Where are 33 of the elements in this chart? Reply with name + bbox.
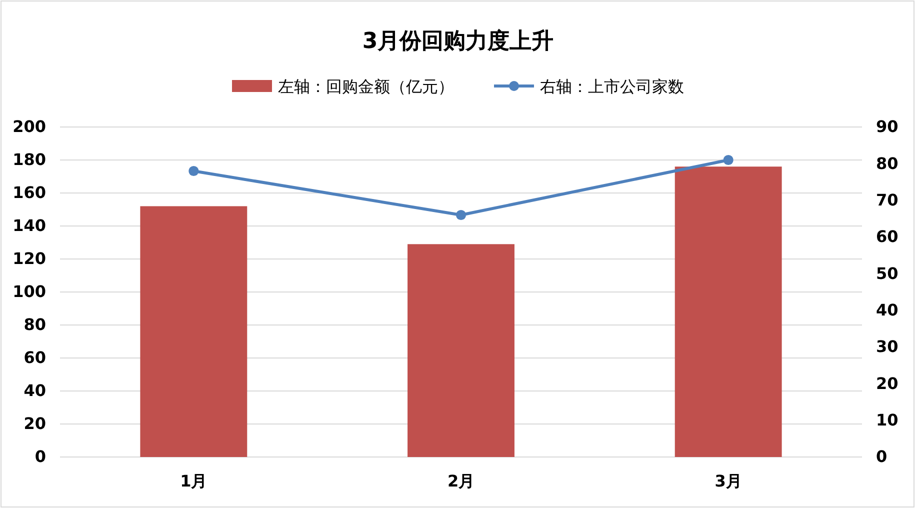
y-tick-label: 20 xyxy=(24,414,46,434)
y2-tick-label: 50 xyxy=(876,264,898,283)
y-tick-label: 180 xyxy=(12,150,46,170)
y-tick-label: 0 xyxy=(34,447,46,466)
x-tick-label: 3月 xyxy=(714,471,742,490)
chart-title: 3月份回购力度上升 xyxy=(362,28,554,54)
y-tick-label: 140 xyxy=(12,216,46,236)
bar xyxy=(674,166,782,457)
y-tick-label: 200 xyxy=(12,117,46,136)
bar xyxy=(408,244,514,457)
x-tick-label: 2月 xyxy=(447,471,475,490)
y-tick-label: 100 xyxy=(12,282,46,302)
legend-label: 左轴：回购金额（亿元） xyxy=(278,77,454,96)
point xyxy=(188,166,199,176)
y2-tick-label: 10 xyxy=(876,410,898,430)
bar xyxy=(140,206,248,457)
y2-tick-label: 20 xyxy=(876,374,898,393)
point xyxy=(456,210,466,220)
y-tick-label: 160 xyxy=(12,183,46,202)
y2-tick-label: 70 xyxy=(876,190,898,210)
point xyxy=(723,154,734,166)
y2-tick-label: 40 xyxy=(876,300,898,320)
y2-tick-label: 90 xyxy=(876,117,898,136)
y-tick-label: 120 xyxy=(12,249,46,268)
y2-tick-label: 30 xyxy=(876,337,898,356)
x-tick-label: 1月 xyxy=(180,471,208,490)
y-tick-label: 40 xyxy=(24,381,46,400)
legend-label: 右轴：上市公司家数 xyxy=(540,77,684,96)
y2-tick-label: 0 xyxy=(876,447,888,466)
y2-tick-label: 60 xyxy=(876,227,898,246)
y-tick-label: 60 xyxy=(24,348,46,368)
y-tick-label: 80 xyxy=(24,315,46,334)
y2-tick-label: 80 xyxy=(876,154,898,173)
